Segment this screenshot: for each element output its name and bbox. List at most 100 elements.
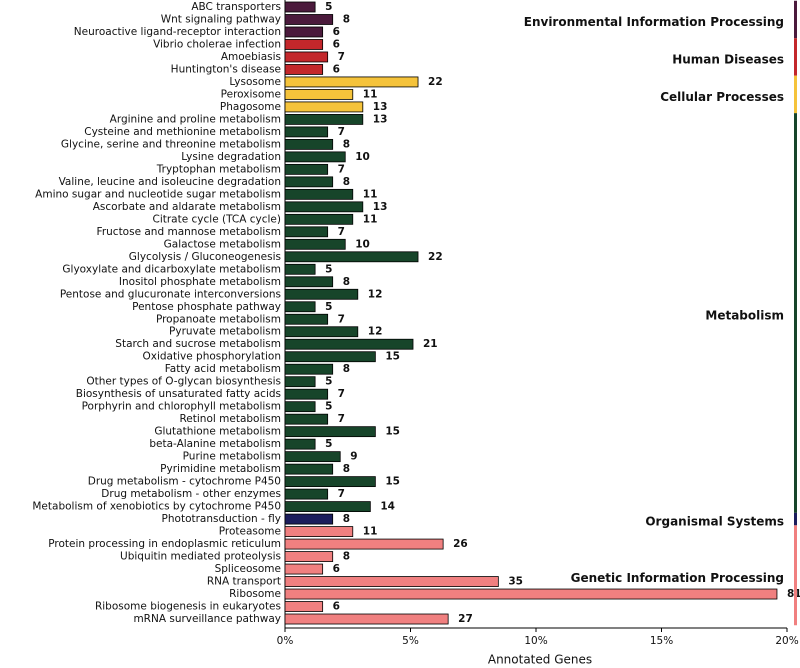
gene-count-label: 7: [338, 126, 345, 138]
y-tick-label: Drug metabolism - other enzymes: [101, 488, 281, 500]
bar: [284, 101, 364, 113]
bar: [284, 263, 316, 275]
y-tick-label: Cysteine and methionine metabolism: [84, 126, 281, 138]
gene-count-label: 8: [343, 176, 350, 188]
y-tick-label: Citrate cycle (TCA cycle): [153, 213, 282, 225]
gene-count-label: 13: [373, 201, 388, 213]
y-tick-label: Galactose metabolism: [164, 238, 281, 250]
x-tick-label: 0%: [277, 635, 294, 647]
bar: [284, 238, 346, 250]
gene-count-label: 7: [338, 388, 345, 400]
y-tick-label: Neuroactive ligand-receptor interaction: [74, 26, 281, 38]
bar: [284, 476, 376, 488]
gene-count-label: 7: [338, 488, 345, 500]
gene-count-label: 5: [325, 301, 332, 313]
group-strip: [794, 512, 797, 526]
y-tick-label: Spliceosome: [215, 563, 281, 575]
gene-count-label: 5: [325, 438, 332, 450]
gene-count-label: 26: [453, 538, 468, 550]
bar: [284, 126, 329, 138]
bar: [284, 163, 329, 175]
bar: [284, 176, 334, 188]
bar: [284, 276, 334, 288]
gene-count-label: 10: [355, 151, 370, 163]
gene-count-label: 8: [343, 276, 350, 288]
y-tick-label: Arginine and proline metabolism: [110, 113, 281, 125]
y-tick-label: Glyoxylate and dicarboxylate metabolism: [62, 263, 281, 275]
bar: [284, 526, 354, 537]
bar: [284, 413, 329, 425]
gene-count-label: 12: [368, 288, 383, 300]
y-tick-label: Pyruvate metabolism: [169, 326, 281, 338]
y-tick-label: Purine metabolism: [183, 451, 281, 463]
gene-count-label: 8: [343, 13, 350, 25]
group-strip: [794, 75, 797, 114]
x-tick-label: 20%: [775, 635, 798, 647]
bar: [284, 151, 346, 163]
gene-count-label: 81: [787, 588, 800, 600]
bar: [284, 26, 324, 38]
bar: [284, 301, 316, 313]
gene-count-label: 5: [325, 1, 332, 13]
bar: [284, 363, 334, 375]
gene-count-label: 8: [343, 138, 350, 150]
y-tick-label: Glycine, serine and threonine metabolism: [61, 138, 281, 150]
bar: [284, 501, 371, 513]
bar: [284, 89, 354, 100]
y-tick-label: Oxidative phosphorylation: [143, 351, 282, 363]
gene-count-label: 13: [373, 101, 388, 113]
bar: [284, 451, 341, 463]
gene-count-label: 9: [350, 451, 357, 463]
y-tick-label: Porphyrin and chlorophyll metabolism: [82, 401, 281, 413]
x-tick-label: 15%: [650, 635, 673, 647]
y-tick-label: Inositol phosphate metabolism: [119, 276, 281, 288]
bar: [284, 51, 329, 63]
x-axis-title: Annotated Genes: [488, 653, 592, 667]
y-tick-label: Ubiquitin mediated proteolysis: [120, 551, 281, 563]
gene-count-label: 8: [343, 513, 350, 525]
gene-count-label: 6: [333, 563, 340, 575]
bar: [284, 401, 316, 413]
y-tick-label: Propanoate metabolism: [156, 313, 281, 325]
bar: [284, 64, 324, 75]
y-tick-label: Retinol metabolism: [179, 413, 281, 425]
group-label: Environmental Information Processing: [524, 15, 784, 29]
bar: [284, 438, 316, 450]
group-label: Metabolism: [705, 309, 784, 323]
bar: [284, 1, 316, 13]
y-tick-label: Phagosome: [220, 101, 281, 113]
bar: [284, 138, 334, 150]
y-tick-label: Proteasome: [219, 526, 281, 538]
gene-count-label: 7: [338, 413, 345, 425]
y-tick-label: Biosynthesis of unsaturated fatty acids: [76, 388, 281, 400]
gene-count-label: 11: [363, 526, 378, 538]
bar: [284, 226, 329, 238]
x-tick-label: 5%: [402, 635, 419, 647]
gene-count-label: 22: [428, 76, 443, 88]
gene-count-label: 8: [343, 463, 350, 475]
y-tick-label: Lysine degradation: [181, 151, 281, 163]
y-tick-label: beta-Alanine metabolism: [149, 438, 281, 450]
gene-count-label: 21: [423, 338, 438, 350]
group-label: Human Diseases: [672, 52, 784, 66]
y-tick-label: Ribosome: [229, 588, 281, 600]
gene-count-label: 6: [333, 601, 340, 613]
gene-count-label: 11: [363, 188, 378, 200]
bar: [284, 513, 334, 525]
bar: [284, 488, 329, 500]
y-tick-label: Tryptophan metabolism: [156, 163, 281, 175]
bar: [284, 251, 419, 263]
y-tick-label: Peroxisome: [221, 88, 281, 100]
y-tick-label: Amino sugar and nucleotide sugar metabol…: [35, 188, 281, 200]
gene-count-label: 5: [325, 401, 332, 413]
gene-count-label: 6: [333, 26, 340, 38]
gene-count-label: 5: [325, 263, 332, 275]
gene-count-label: 13: [373, 113, 388, 125]
bar: [284, 76, 419, 88]
bar: [284, 426, 376, 438]
bar: [284, 538, 444, 550]
bar: [284, 288, 359, 300]
bar: [284, 114, 364, 125]
y-tick-label: Ribosome biogenesis in eukaryotes: [95, 601, 281, 613]
gene-count-label: 10: [355, 238, 370, 250]
